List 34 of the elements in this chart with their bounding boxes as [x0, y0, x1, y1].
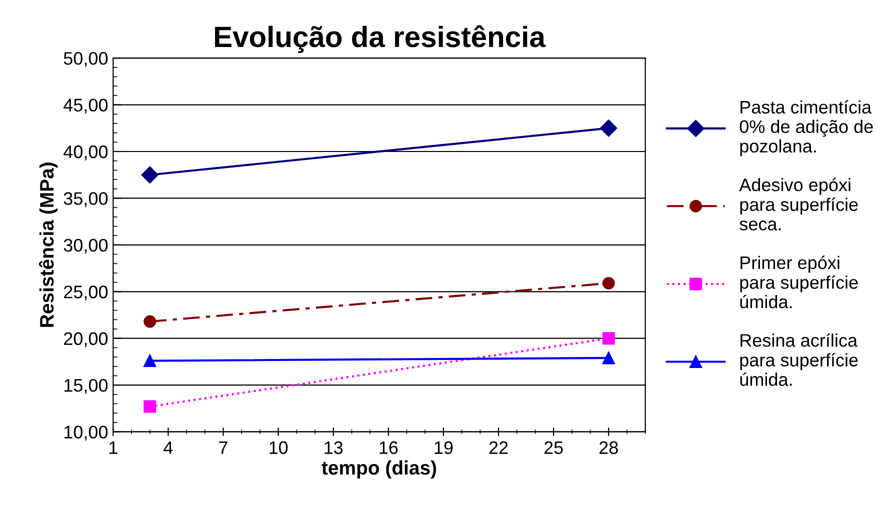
point	[602, 332, 615, 345]
y-tick-label: 15,00	[64, 378, 108, 394]
x-tick-label: 25	[544, 441, 563, 454]
x-tick-label: 16	[380, 441, 398, 454]
x-tick-label: 13	[324, 441, 343, 454]
legend-label: Primer epóxi para superfície úmida.	[740, 256, 858, 308]
x-tick-label: 10	[270, 441, 288, 454]
y-axis-title: Resistência (MPa)	[39, 162, 58, 327]
y-tick-label: 30,00	[64, 238, 108, 254]
x-tick-label: 19	[434, 441, 453, 454]
y-tick-label: 35,00	[64, 192, 108, 208]
y-tick-label: 10,00	[64, 426, 108, 441]
point	[144, 354, 156, 368]
point	[144, 400, 156, 413]
chart-title: Evolução da resistência	[215, 25, 546, 54]
y-tick-label: 40,00	[64, 145, 108, 160]
y-tick-label: 20,00	[64, 332, 108, 348]
point	[602, 352, 615, 364]
x-tick-label: 7	[219, 441, 228, 454]
legend-label: Pasta cimentícia 0% de adição de pozolana.	[740, 100, 873, 156]
point	[602, 276, 615, 290]
point	[141, 166, 158, 184]
y-tick-label: 25,00	[64, 286, 108, 300]
x-axis-title: tempo (dias)	[322, 460, 436, 479]
y-tick-label: 45,00	[64, 98, 108, 114]
y-tick-label: 50,00	[64, 52, 108, 67]
legend-label: Resina acrílica para superfície úmida.	[740, 333, 858, 386]
x-tick-label: 22	[489, 441, 508, 454]
point	[144, 315, 156, 328]
x-tick-label: 28	[599, 441, 618, 454]
x-tick-label: 4	[164, 441, 173, 454]
legend-label: Adesivo epóxi para superfície seca.	[739, 178, 858, 230]
point	[600, 120, 618, 137]
x-tick-label: 1	[110, 441, 118, 454]
